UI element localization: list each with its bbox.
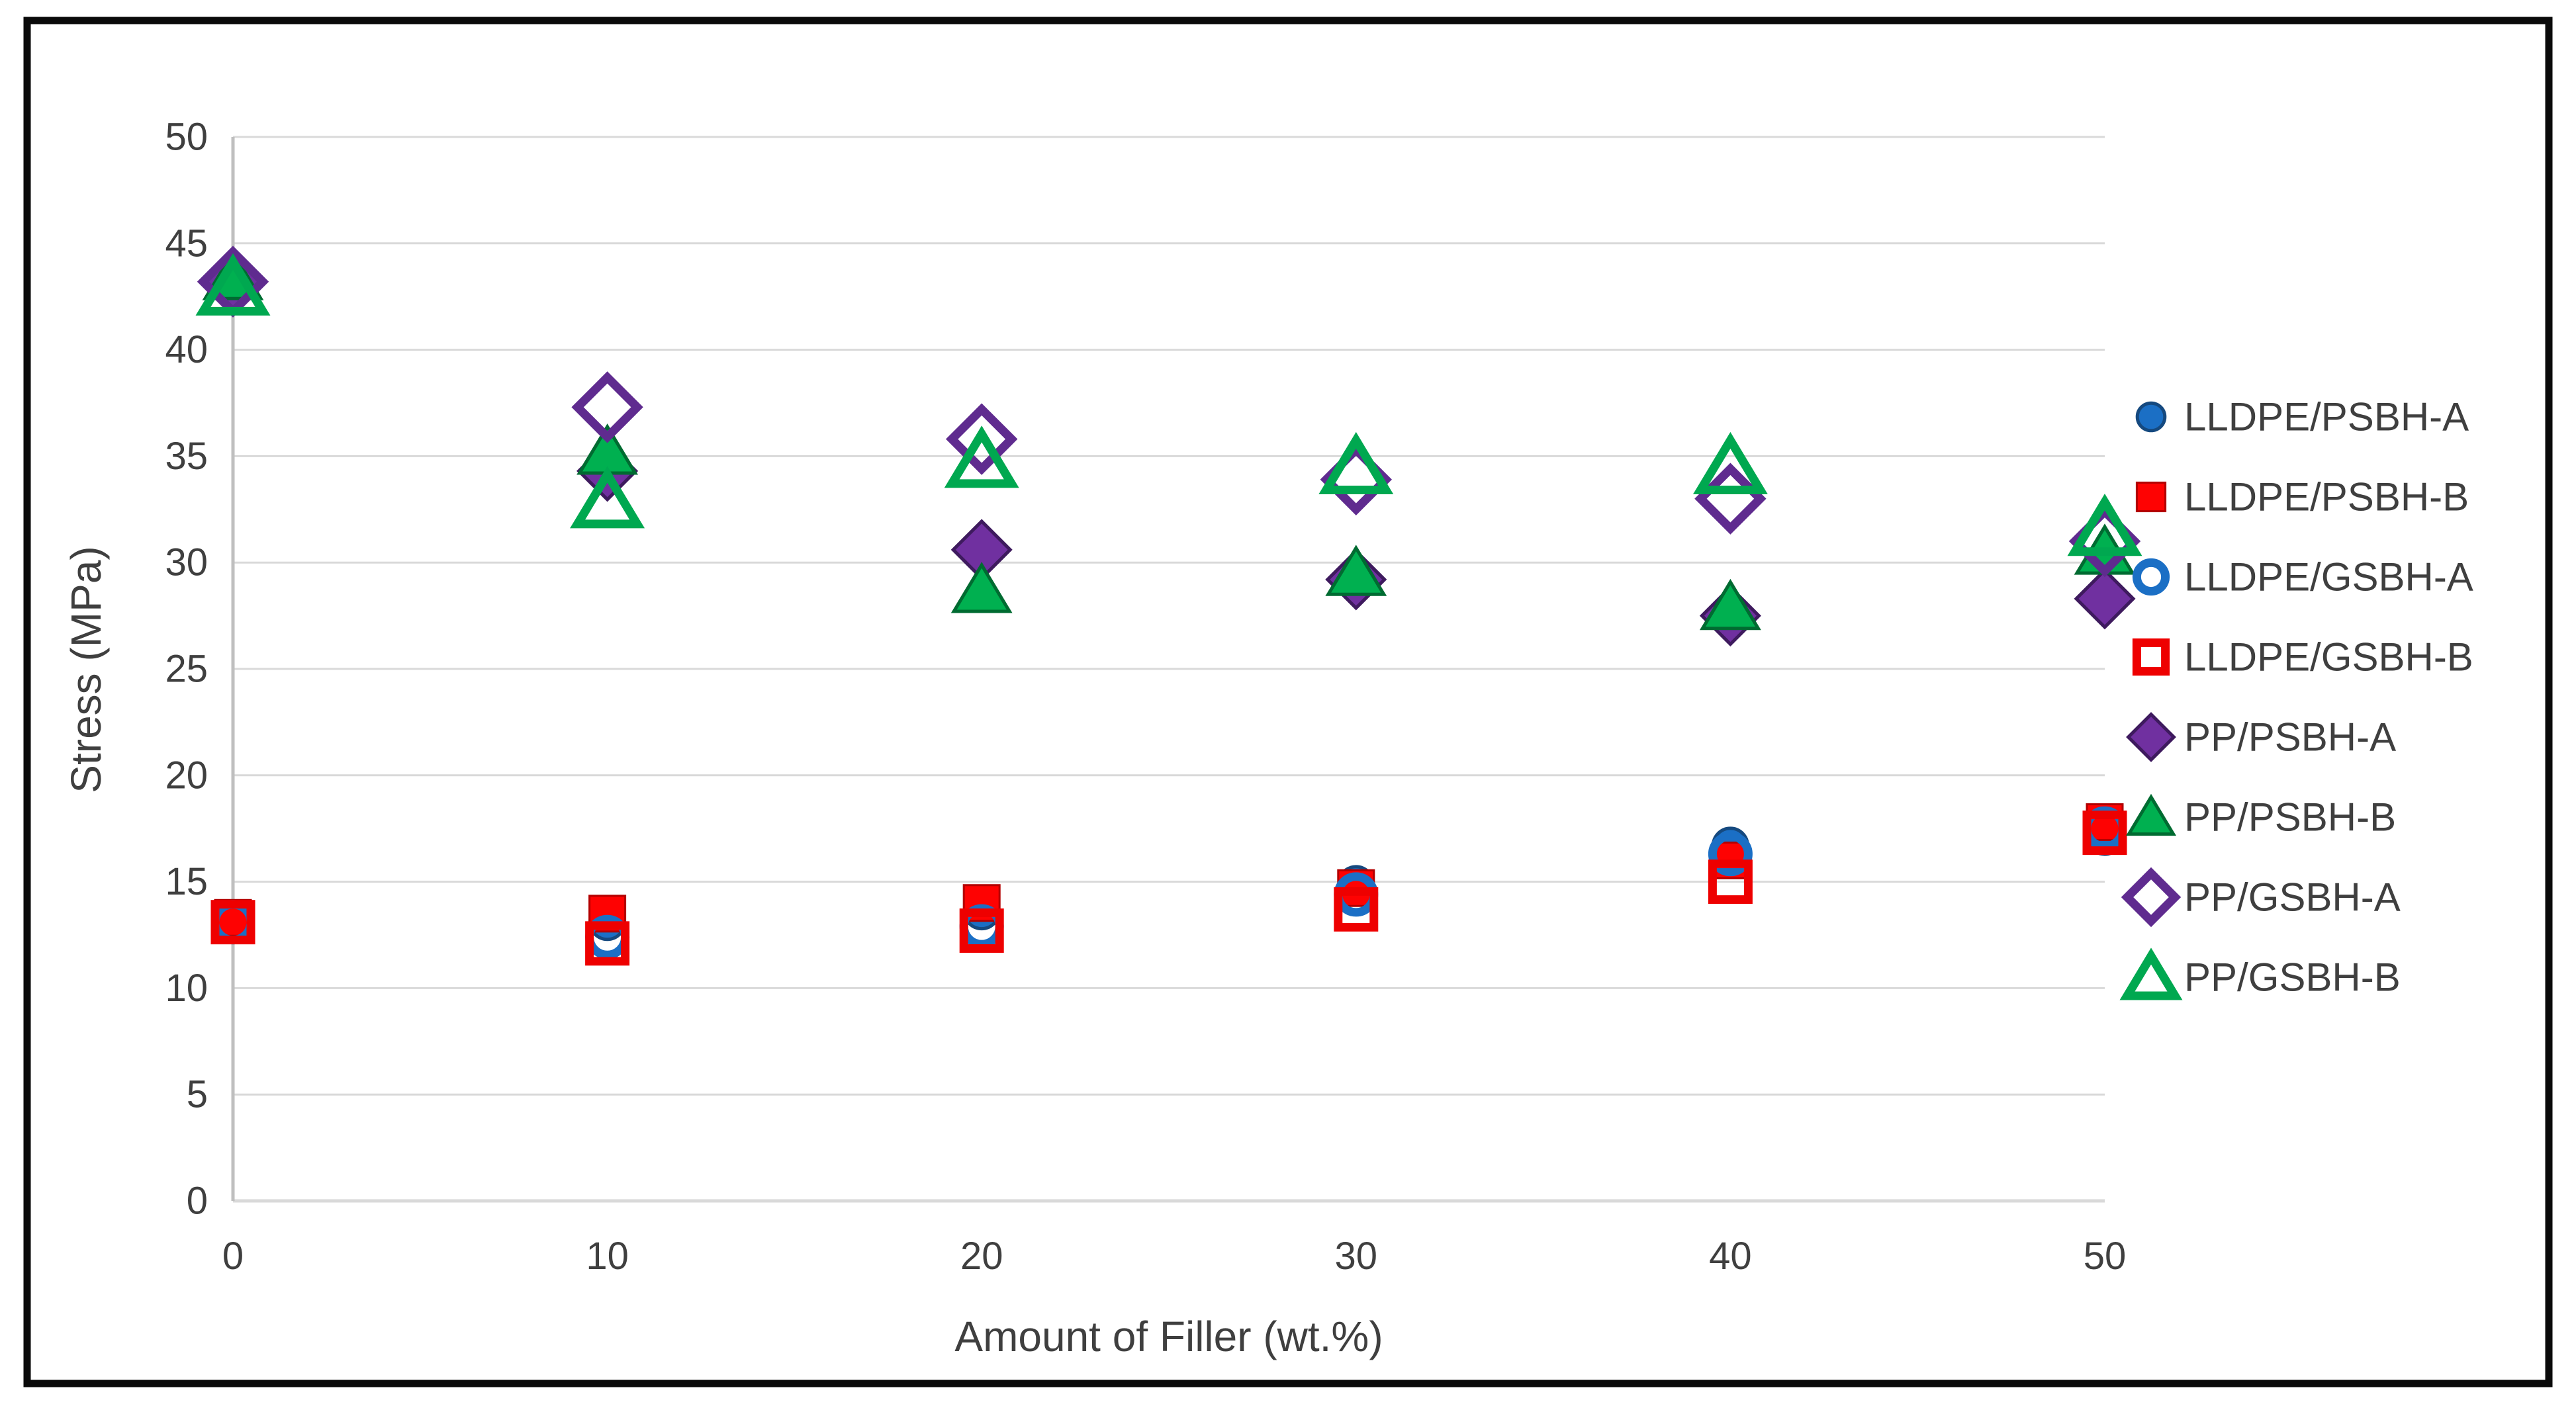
y-tick-label: 20 <box>165 754 208 797</box>
legend-marker <box>2135 401 2167 433</box>
data-point <box>1708 832 1753 877</box>
figure-border <box>23 17 2553 1387</box>
legend-item: PP/GSBH-A <box>2121 867 2401 928</box>
data-point <box>950 562 1013 613</box>
y-tick-label: 25 <box>165 648 208 691</box>
legend-label: LLDPE/PSBH-A <box>2184 395 2469 439</box>
y-tick-label: 30 <box>165 541 208 584</box>
data-points <box>195 245 2142 966</box>
legend-item: LLDPE/GSBH-A <box>2132 555 2473 599</box>
series-pp-gsbh-b <box>195 253 2142 556</box>
legend-item: PP/PSBH-B <box>2125 793 2396 840</box>
x-tick-labels: 0 10 20 30 40 50 <box>222 1235 2126 1278</box>
legend-marker <box>2126 712 2176 762</box>
series-lldpe-gsbh-b <box>210 811 2127 966</box>
legend-item: LLDPE/PSBH-A <box>2135 395 2469 439</box>
x-tick-label: 20 <box>960 1235 1003 1278</box>
y-tick-labels: 0 5 10 15 20 25 30 35 40 45 50 <box>165 116 208 1223</box>
legend-label: LLDPE/GSBH-B <box>2184 635 2473 680</box>
legend-label: PP/PSBH-A <box>2184 715 2396 760</box>
legend-marker <box>2135 481 2167 513</box>
legend-item: PP/PSBH-A <box>2126 712 2396 762</box>
legend-item: PP/GSBH-B <box>2119 947 2401 1000</box>
y-tick-label: 50 <box>165 116 208 159</box>
legend-label: LLDPE/GSBH-A <box>2184 555 2473 599</box>
y-tick-label: 35 <box>165 435 208 478</box>
y-tick-label: 0 <box>187 1180 208 1223</box>
y-axis-title: Stress (MPa) <box>62 546 110 793</box>
data-point <box>195 253 271 316</box>
x-tick-label: 40 <box>1709 1235 1752 1278</box>
data-point <box>1334 887 1379 932</box>
data-point <box>210 900 255 945</box>
x-tick-label: 30 <box>1335 1235 1378 1278</box>
data-point <box>1318 431 1394 494</box>
legend-label: PP/GSBH-B <box>2184 955 2401 1000</box>
legend-label: PP/PSBH-B <box>2184 795 2396 840</box>
y-tick-label: 45 <box>165 222 208 265</box>
data-point <box>2074 568 2136 630</box>
legend-label: LLDPE/PSBH-B <box>2184 475 2469 519</box>
data-point <box>571 371 643 443</box>
x-tick-label: 50 <box>2084 1235 2127 1278</box>
y-tick-label: 40 <box>165 328 208 371</box>
y-tick-label: 5 <box>187 1073 208 1116</box>
data-point <box>1692 431 1768 494</box>
data-point <box>1325 545 1387 596</box>
data-point <box>944 425 1019 488</box>
legend-item: LLDPE/PSBH-B <box>2135 475 2469 519</box>
x-axis-title: Amount of Filler (wt.%) <box>954 1313 1383 1360</box>
y-tick-label: 10 <box>165 967 208 1010</box>
y-tick-label: 15 <box>165 860 208 903</box>
data-point <box>2082 811 2127 856</box>
data-point <box>1708 859 1753 904</box>
legend-marker <box>2132 638 2170 676</box>
x-tick-label: 10 <box>586 1235 629 1278</box>
legend-item: LLDPE/GSBH-B <box>2132 635 2473 680</box>
data-point <box>959 908 1004 953</box>
gridlines <box>233 136 2105 1203</box>
legend-marker <box>2119 947 2183 1000</box>
x-tick-label: 0 <box>222 1235 244 1278</box>
legend-label: PP/GSBH-A <box>2184 875 2401 920</box>
legend: LLDPE/PSBH-A LLDPE/PSBH-B LLDPE/GSBH-A LLDP… <box>2119 395 2473 1000</box>
legend-marker <box>2121 867 2182 928</box>
data-point <box>570 466 645 529</box>
legend-marker <box>2125 793 2177 836</box>
legend-marker <box>2132 558 2170 596</box>
data-point <box>946 403 1018 475</box>
data-point <box>2067 494 2142 556</box>
data-point <box>1699 578 1761 631</box>
data-point <box>585 921 630 966</box>
